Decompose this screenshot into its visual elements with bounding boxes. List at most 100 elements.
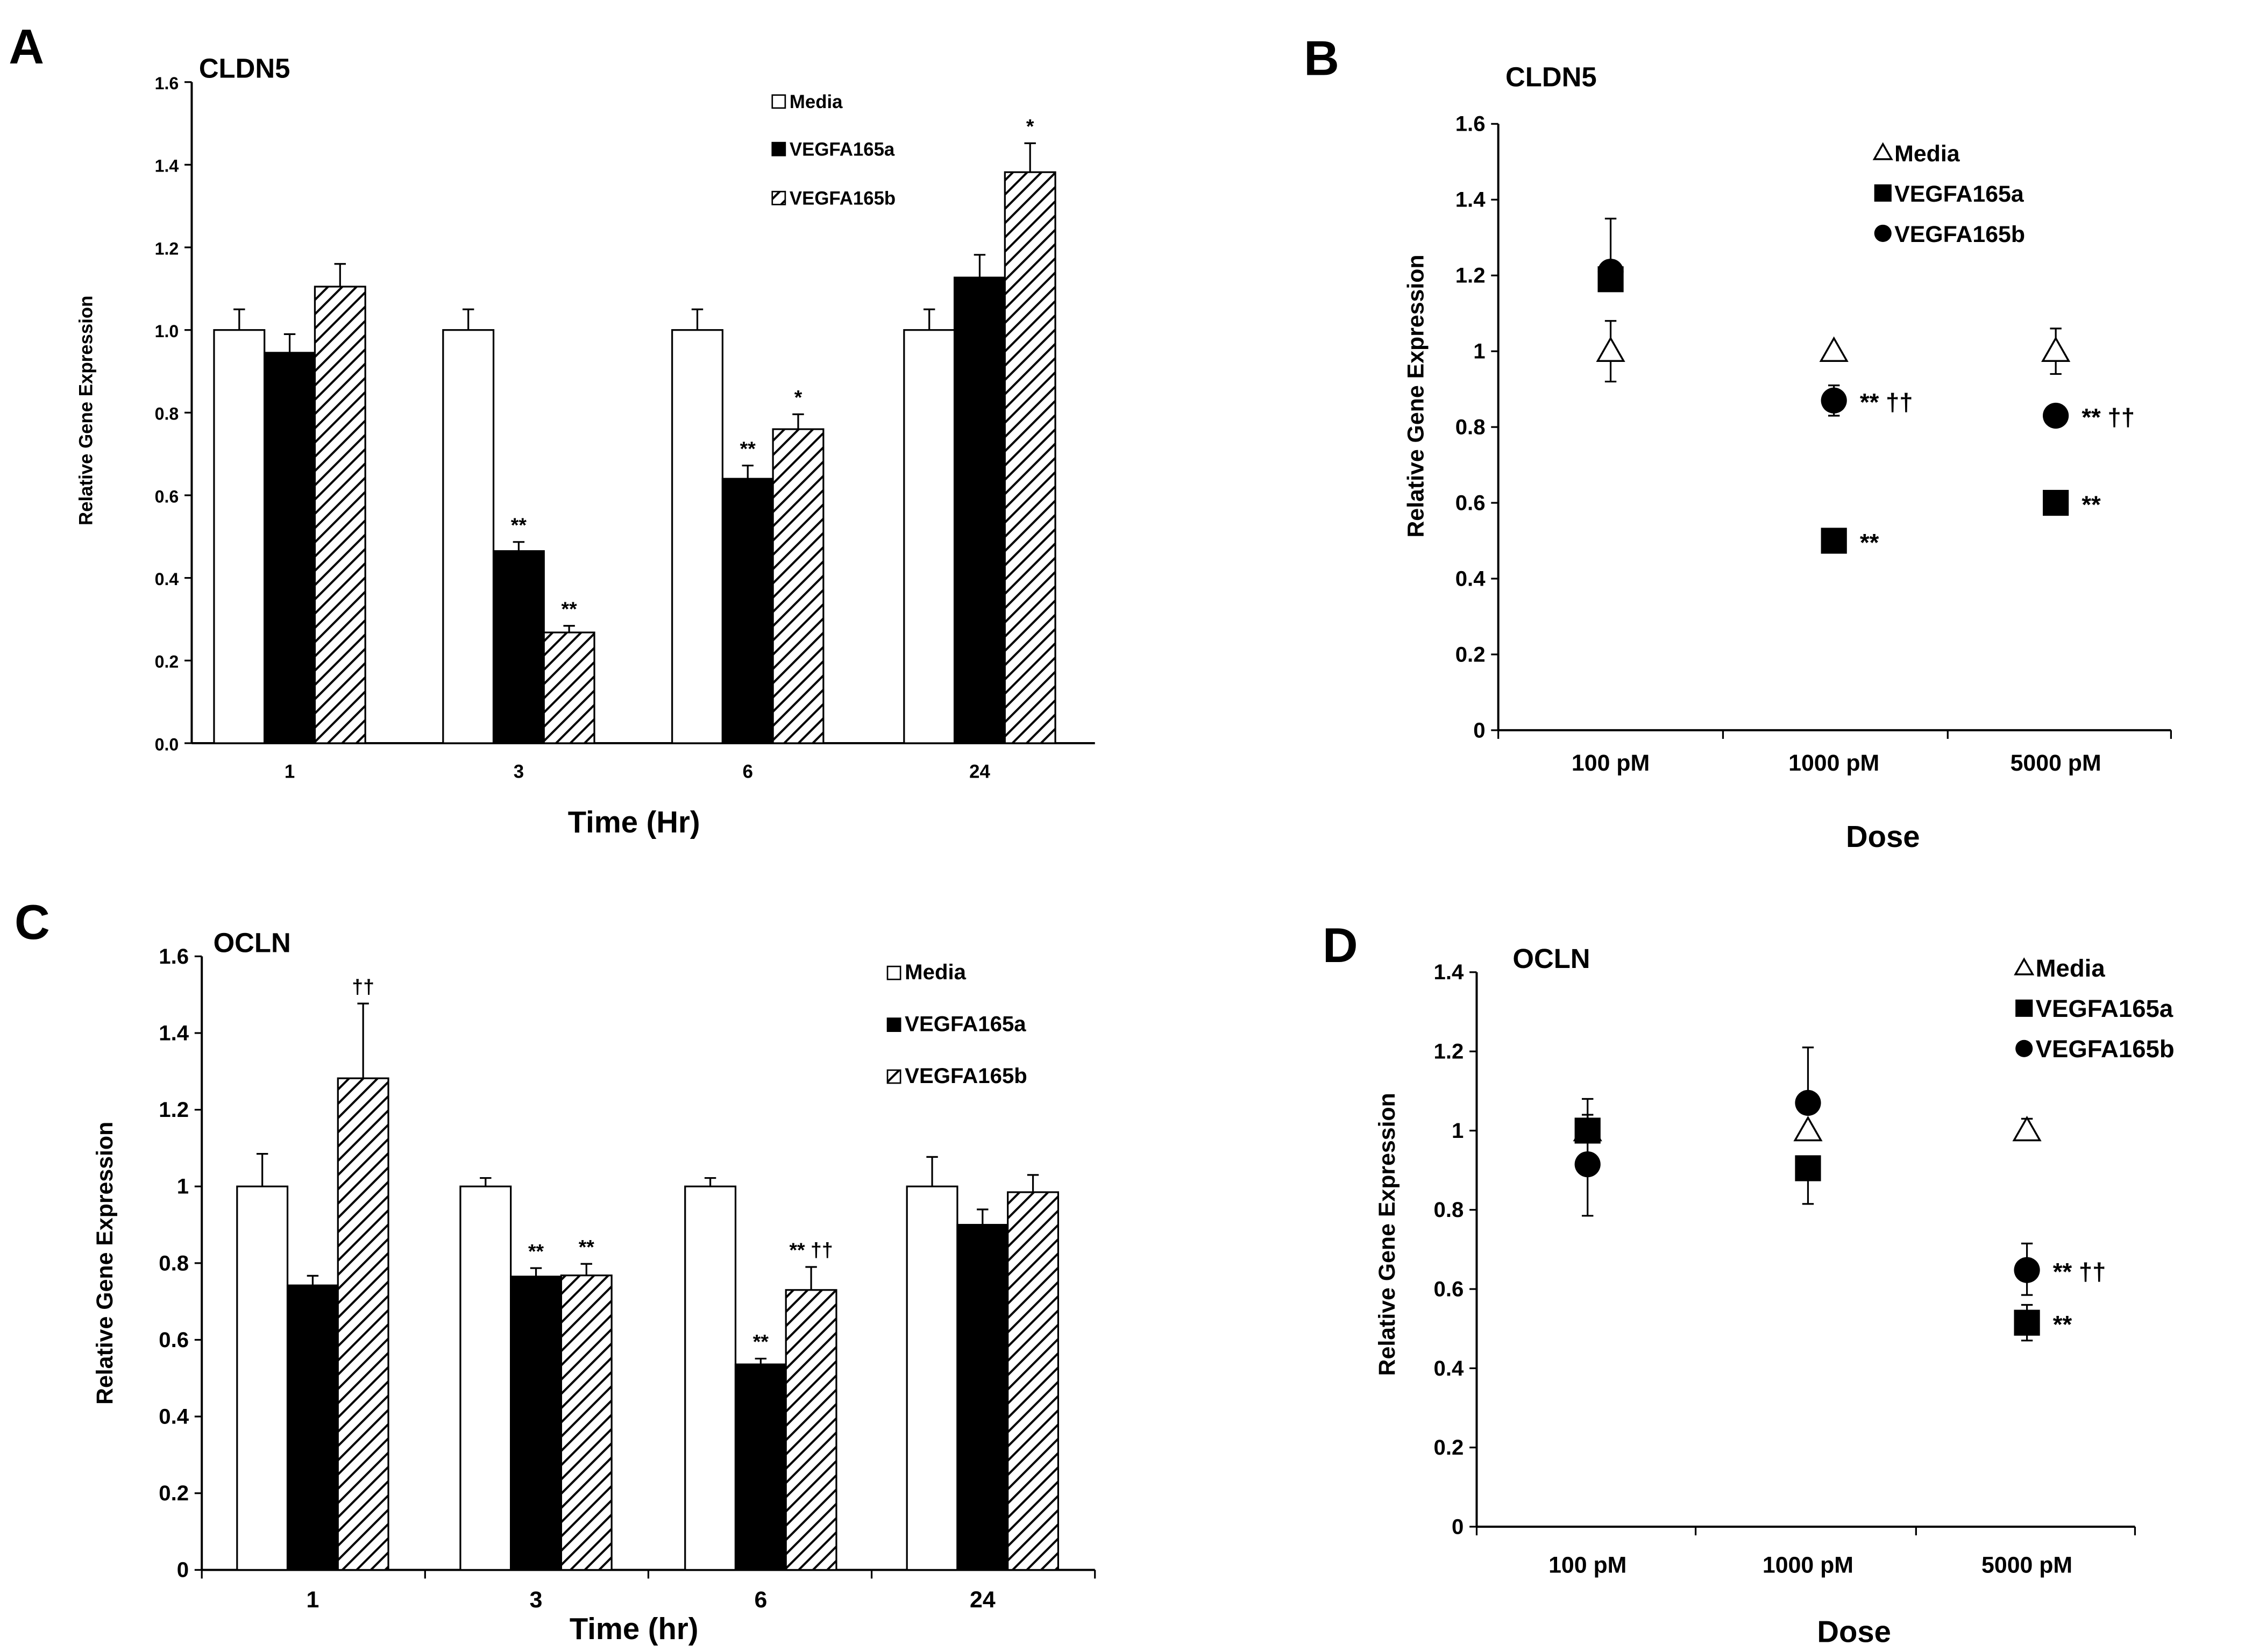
y-tick-label: 0.2 (155, 652, 179, 672)
panel-c: C OCLN 0 0.2 0.4 0.6 0.8 1 1.2 1.4 1.6 1 3 6 24 Time (h… (15, 895, 1096, 1646)
x-axis-label: Time (hr) (570, 1612, 699, 1646)
significance-label: ** (579, 1236, 595, 1258)
legend-marker-circle (2015, 1039, 2033, 1057)
bar-hatched (772, 428, 825, 744)
x-tick-label: 5000 pM (1981, 1553, 2072, 1578)
y-tick-label: 1.0 (155, 322, 179, 341)
y-tick-label: 0.8 (1434, 1198, 1464, 1222)
chart-title: CLDN5 (199, 53, 290, 84)
y-tick-label: 0.8 (159, 1251, 189, 1275)
legend-label: Media (2036, 955, 2106, 982)
x-axis-label: Dose (1817, 1614, 1891, 1648)
legend-label: VEGFA165a (1894, 181, 2024, 207)
bar-hatched (1007, 1191, 1060, 1571)
legend-label: VEGFA165b (905, 1064, 1027, 1088)
x-tick-label: 6 (754, 1587, 767, 1613)
legend-marker-triangle (2014, 957, 2035, 975)
y-tick-label: 0.6 (155, 487, 179, 506)
y-tick-label: 0.8 (155, 404, 179, 424)
bar-open (213, 329, 266, 744)
y-tick-label: 0.6 (1455, 490, 1486, 515)
data-point-triangle (1596, 336, 1625, 362)
y-tick-label: 0 (1473, 718, 1485, 742)
significance-label: ** (528, 1240, 544, 1262)
y-tick-label: 0.6 (159, 1328, 189, 1352)
significance-label: ** (1860, 529, 1879, 556)
y-tick-label: 0.4 (1434, 1356, 1464, 1380)
panel-d: D OCLN 0 0.2 0.4 0.6 0.8 1 1.2 1.4 100 pM 1000 pM 50… (1323, 918, 2175, 1648)
significance-label: ** (2082, 491, 2101, 518)
bar-filled (286, 1284, 339, 1571)
data-point-triangle (1793, 1115, 1823, 1142)
bar-hatched (337, 1077, 389, 1571)
y-tick-label: 1.4 (1434, 960, 1464, 984)
data-point-square (1795, 1155, 1821, 1181)
y-tick-label: 1 (177, 1174, 189, 1199)
bar-open (459, 1185, 512, 1571)
chart-title: OCLN (214, 927, 291, 958)
legend-marker-square (2015, 999, 2033, 1017)
bar-open (903, 329, 956, 744)
data-point-circle (2014, 1257, 2040, 1283)
bar-hatched (543, 631, 595, 744)
data-point-circle (1597, 259, 1624, 285)
y-tick-label: 1.2 (1434, 1039, 1464, 1064)
legend-swatch-open (886, 965, 901, 980)
x-tick-label: 6 (743, 761, 753, 782)
panel-letter: B (1304, 31, 1339, 86)
y-tick-label: 1.2 (155, 239, 179, 258)
x-tick-label: 1 (285, 761, 295, 782)
x-tick-label: 1000 pM (1763, 1553, 1853, 1578)
legend-label: Media (1894, 141, 1960, 167)
significance-label: ** (753, 1330, 769, 1353)
x-tick-label: 3 (530, 1587, 543, 1613)
significance-label: ** (511, 514, 527, 536)
legend-label: Media (790, 91, 843, 112)
bar-filled (734, 1363, 787, 1571)
significance-label: †† (352, 975, 374, 998)
y-tick-label: 0 (177, 1558, 189, 1582)
legend-swatch-filled (771, 141, 786, 156)
bar-filled (492, 550, 545, 744)
data-point-circle (1821, 387, 1847, 414)
legend-marker-square (1874, 184, 1892, 202)
significance-label: ** †† (1860, 389, 1913, 416)
data-point-square (1821, 528, 1847, 554)
y-tick-label: 1.6 (159, 944, 189, 969)
y-tick-label: 0.2 (159, 1481, 189, 1505)
legend-label: VEGFA165a (790, 139, 895, 160)
data-point-circle (1574, 1151, 1601, 1178)
bar-filled (953, 276, 1006, 744)
x-axis-label: Time (Hr) (568, 805, 700, 839)
legend-swatch-filled (886, 1017, 901, 1032)
significance-label: ** (740, 437, 756, 460)
legend-swatch-hatched (886, 1069, 901, 1084)
y-tick-label: 0.4 (1455, 566, 1486, 590)
significance-label: ** †† (2082, 404, 2135, 431)
y-tick-label: 0 (1452, 1514, 1464, 1539)
data-point-triangle (1819, 336, 1849, 362)
panel-letter: C (15, 895, 50, 950)
x-axis-label: Dose (1846, 820, 1920, 853)
bar-hatched (785, 1289, 837, 1571)
y-tick-label: 1 (1452, 1119, 1464, 1143)
bar-open (236, 1185, 289, 1571)
legend-marker-circle (1874, 224, 1892, 242)
chart-title: OCLN (1512, 943, 1590, 974)
bar-filled (721, 478, 774, 744)
bar-open (442, 329, 495, 744)
bar-filled (264, 352, 316, 744)
legend-label: VEGFA165b (2036, 1035, 2175, 1063)
y-tick-label: 0.4 (159, 1404, 189, 1428)
legend-label: Media (905, 960, 966, 984)
x-tick-label: 1000 pM (1788, 750, 1879, 776)
y-tick-label: 0.2 (1455, 642, 1486, 666)
y-tick-label: 1.2 (1455, 264, 1486, 288)
legend-label: VEGFA165a (2036, 995, 2173, 1022)
x-tick-label: 100 pM (1548, 1553, 1626, 1578)
panel-a: A CLDN5 0.0 0.2 0.4 0.6 0.8 1.0 1.2 1.4 1.6 1 3 6 24 Ti… (9, 20, 1095, 839)
y-axis-label: Relative Gene Expression (76, 296, 97, 525)
legend-swatch-open (771, 94, 786, 109)
y-axis-label: Relative Gene Expression (1374, 1093, 1400, 1376)
